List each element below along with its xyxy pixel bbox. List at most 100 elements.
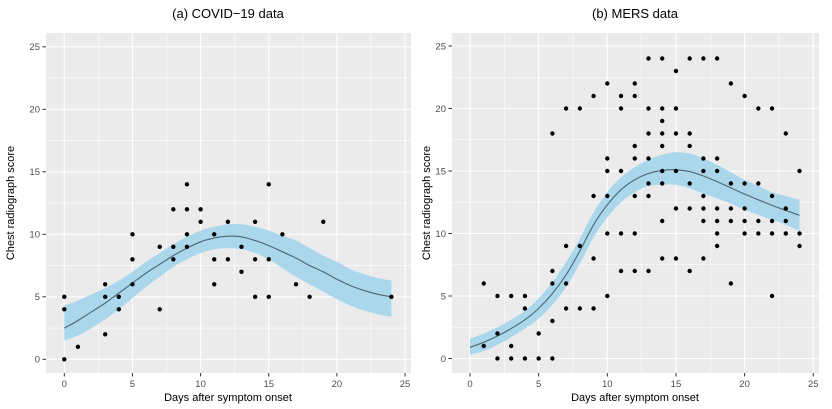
data-point xyxy=(266,257,271,262)
smooth-line xyxy=(64,235,392,329)
data-point xyxy=(660,131,665,136)
data-point xyxy=(714,156,720,161)
data-point xyxy=(742,93,747,99)
data-point xyxy=(701,193,706,199)
data-point xyxy=(75,344,81,349)
data-point xyxy=(797,231,802,236)
data-point xyxy=(116,307,122,312)
data-point xyxy=(605,193,610,199)
data-point xyxy=(714,231,720,236)
data-point xyxy=(591,193,596,199)
data-point xyxy=(769,106,775,111)
data-point xyxy=(646,131,651,136)
data-point xyxy=(522,356,528,361)
data-point xyxy=(769,218,775,224)
data-point xyxy=(687,56,692,61)
x-tick-label: 15 xyxy=(263,379,274,390)
data-point xyxy=(184,244,190,249)
data-point xyxy=(769,231,775,236)
data-point xyxy=(742,206,747,211)
data-point xyxy=(756,218,761,224)
data-point xyxy=(646,193,651,199)
data-point xyxy=(646,56,651,61)
x-tick-label: 20 xyxy=(332,379,343,390)
data-point xyxy=(632,93,637,99)
data-point xyxy=(563,281,569,286)
data-point xyxy=(130,232,135,237)
panel-title-covid: (a) COVID−19 data xyxy=(172,6,284,21)
data-point xyxy=(102,332,108,337)
data-point xyxy=(701,256,706,261)
data-point xyxy=(577,243,583,249)
x-tick-label: 25 xyxy=(808,379,819,390)
data-point xyxy=(239,269,244,274)
x-axis-label-covid: Days after symptom onset xyxy=(164,392,292,404)
x-tick-label: 15 xyxy=(671,379,682,390)
data-point xyxy=(618,268,624,274)
data-point xyxy=(673,256,679,261)
panel-title-mers: (b) MERS data xyxy=(592,6,678,21)
data-point xyxy=(212,257,217,262)
smooth-line xyxy=(469,169,800,348)
data-point xyxy=(632,193,637,199)
y-axis-label-mers: Chest radiograph score xyxy=(421,145,433,261)
data-point xyxy=(102,294,108,299)
data-point xyxy=(632,143,637,149)
data-point xyxy=(714,206,720,211)
data-point xyxy=(687,206,692,211)
data-point xyxy=(714,56,720,61)
data-point xyxy=(389,294,394,299)
data-point xyxy=(591,93,596,99)
data-point xyxy=(225,219,231,224)
data-point xyxy=(701,218,706,224)
data-point xyxy=(701,168,706,174)
y-tick-label: 0 xyxy=(441,354,446,365)
data-point xyxy=(660,168,665,174)
data-point xyxy=(756,181,761,186)
data-point xyxy=(293,282,299,287)
y-tick-label: 5 xyxy=(441,291,446,302)
data-point xyxy=(239,244,244,249)
data-point xyxy=(714,218,720,224)
data-point xyxy=(783,131,788,136)
data-point xyxy=(728,281,734,286)
data-point xyxy=(116,294,122,299)
data-point xyxy=(756,106,761,111)
data-point xyxy=(62,357,67,362)
data-point xyxy=(591,306,596,311)
data-point xyxy=(646,181,651,186)
data-point xyxy=(618,93,624,99)
data-point xyxy=(171,207,176,212)
data-point xyxy=(563,243,569,249)
data-point xyxy=(701,156,706,161)
data-point xyxy=(252,294,258,299)
data-point xyxy=(184,232,190,237)
data-point xyxy=(714,168,720,174)
data-point xyxy=(550,131,555,136)
data-point xyxy=(797,168,802,174)
data-point xyxy=(550,356,555,361)
data-point xyxy=(660,143,665,149)
x-tick-label: 25 xyxy=(400,379,411,390)
data-point xyxy=(536,331,541,336)
data-point xyxy=(171,244,176,249)
data-point xyxy=(62,294,67,299)
data-point xyxy=(632,156,637,161)
x-tick-label: 10 xyxy=(602,379,613,390)
data-point xyxy=(550,268,555,274)
data-point xyxy=(212,232,217,237)
data-point xyxy=(157,307,162,312)
data-point xyxy=(280,232,285,237)
data-point xyxy=(742,218,747,224)
data-point xyxy=(577,106,583,111)
data-point xyxy=(577,306,583,311)
data-point xyxy=(266,182,271,187)
data-point xyxy=(212,282,217,287)
data-point xyxy=(728,206,734,211)
data-point xyxy=(742,181,747,186)
data-point xyxy=(618,231,624,236)
data-point xyxy=(605,81,610,86)
data-point xyxy=(591,256,596,261)
data-point xyxy=(660,106,665,111)
y-tick-label: 0 xyxy=(35,355,40,366)
